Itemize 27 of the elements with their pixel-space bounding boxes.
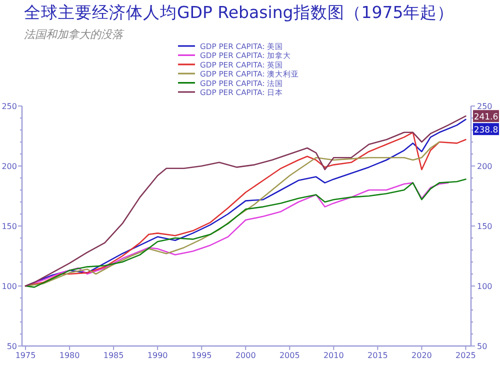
x-tick-label: 1985	[103, 351, 124, 360]
x-tick-label: 1980	[59, 351, 80, 360]
annotation: 238.8	[474, 126, 498, 136]
y2-tick-label: 50	[477, 342, 488, 351]
chart-title: 全球主要经济体人均GDP Rebasing指数图（1975年起）	[24, 3, 454, 22]
y-tick-label: 150	[2, 222, 17, 231]
x-tick-label: 2020	[412, 351, 432, 360]
annotation: 238.8	[473, 123, 499, 136]
y2-tick-label: 150	[477, 222, 492, 231]
annotation: 241.6	[473, 110, 499, 123]
x-tick-label: 1990	[147, 351, 168, 360]
y2-tick-label: 100	[477, 282, 492, 291]
chart-subtitle: 法国和加拿大的没落	[24, 28, 125, 41]
y-tick-label: 250	[2, 102, 17, 111]
y-tick-label: 100	[2, 282, 17, 291]
y2-tick-label: 250	[477, 102, 492, 111]
x-tick-label: 2000	[235, 351, 256, 360]
x-tick-label: 1995	[191, 351, 212, 360]
annotation: 241.6	[474, 112, 498, 123]
y-tick-label: 50	[6, 342, 17, 351]
y-tick-label: 200	[2, 162, 17, 171]
x-tick-label: 2005	[279, 351, 300, 360]
y2-tick-label: 200	[477, 162, 492, 171]
x-tick-label: 2015	[368, 351, 388, 360]
x-tick-label: 1975	[15, 351, 36, 360]
x-tick-label: 2010	[323, 351, 344, 360]
x-tick-label: 2025	[456, 351, 476, 360]
